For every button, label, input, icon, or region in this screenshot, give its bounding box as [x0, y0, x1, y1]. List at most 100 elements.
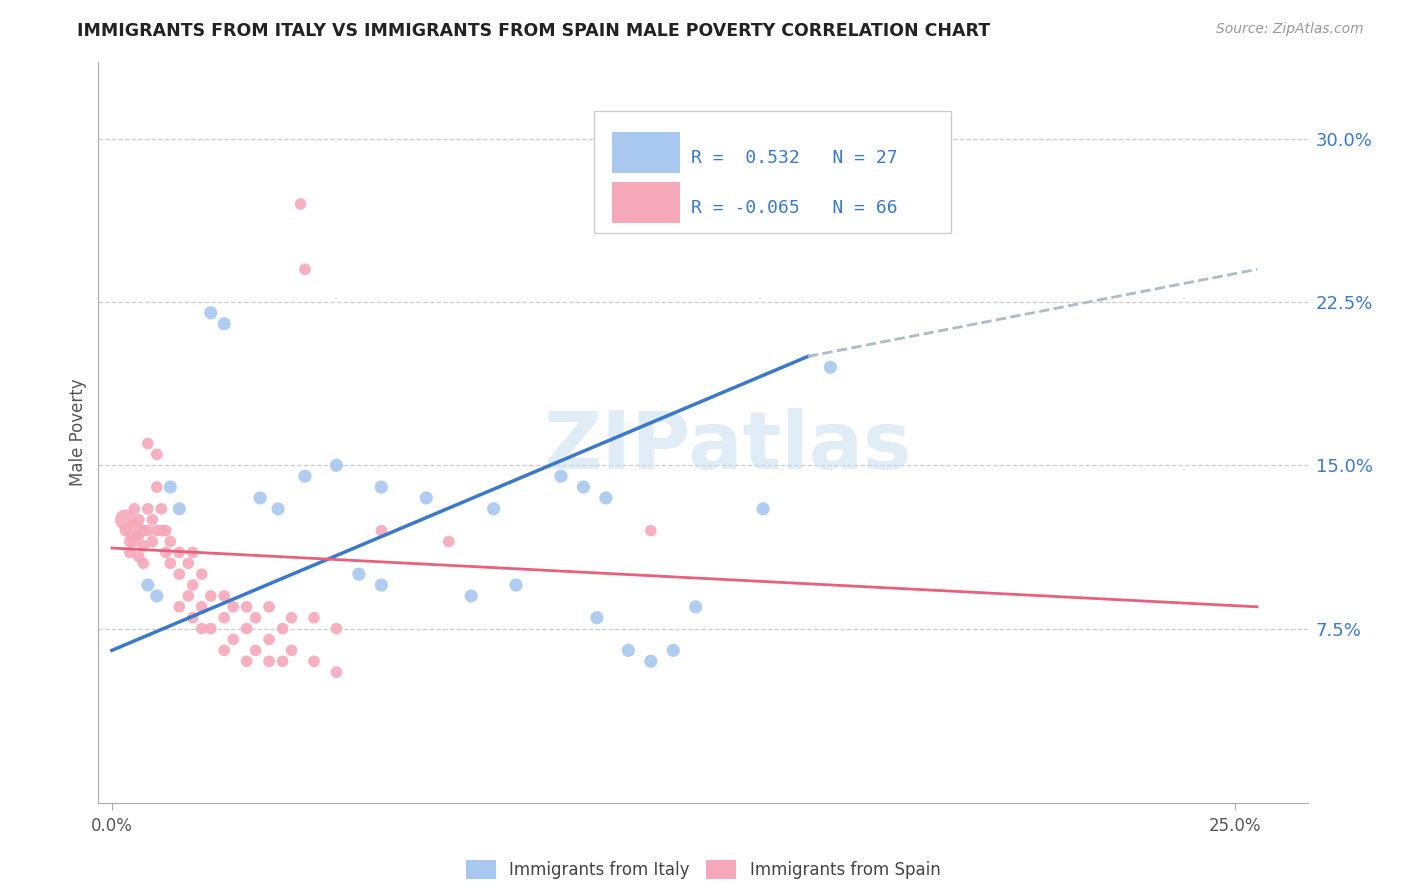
Point	[370, 578, 392, 592]
Text: R =  0.532   N = 27: R = 0.532 N = 27	[690, 149, 897, 167]
Point	[235, 654, 257, 668]
Point	[124, 501, 146, 516]
Point	[118, 545, 141, 559]
Point	[200, 589, 222, 603]
Point	[150, 501, 173, 516]
Point	[257, 654, 280, 668]
Point	[257, 632, 280, 647]
Point	[136, 524, 159, 538]
Point	[302, 611, 325, 625]
Point	[550, 469, 572, 483]
Point	[159, 480, 181, 494]
Point	[572, 480, 595, 494]
Point	[505, 578, 527, 592]
Point	[118, 534, 141, 549]
Point	[212, 589, 235, 603]
Point	[370, 480, 392, 494]
Point	[595, 491, 617, 505]
Point	[325, 458, 347, 473]
Point	[271, 622, 294, 636]
Point	[124, 534, 146, 549]
Point	[181, 545, 204, 559]
Point	[267, 501, 290, 516]
Point	[155, 545, 177, 559]
Point	[245, 611, 267, 625]
Point	[752, 501, 775, 516]
FancyBboxPatch shape	[613, 132, 681, 173]
Point	[222, 599, 245, 614]
Point	[190, 599, 212, 614]
Point	[280, 611, 302, 625]
Point	[136, 436, 159, 450]
Point	[141, 534, 163, 549]
Point	[249, 491, 271, 505]
Y-axis label: Male Poverty: Male Poverty	[69, 379, 87, 486]
Point	[662, 643, 685, 657]
Point	[167, 501, 190, 516]
FancyBboxPatch shape	[613, 182, 681, 223]
Point	[177, 556, 200, 570]
Legend: Immigrants from Italy, Immigrants from Spain: Immigrants from Italy, Immigrants from S…	[465, 860, 941, 880]
Text: R = -0.065   N = 66: R = -0.065 N = 66	[690, 200, 897, 218]
Point	[132, 556, 155, 570]
Point	[294, 469, 316, 483]
Point	[150, 524, 173, 538]
Point	[257, 599, 280, 614]
Point	[586, 611, 609, 625]
Point	[181, 578, 204, 592]
Text: ZIPatlas: ZIPatlas	[543, 409, 911, 486]
Point	[190, 622, 212, 636]
Point	[159, 534, 181, 549]
Point	[617, 643, 640, 657]
Point	[146, 524, 169, 538]
Point	[640, 654, 662, 668]
Point	[415, 491, 437, 505]
Point	[325, 622, 347, 636]
Point	[200, 306, 222, 320]
Point	[302, 654, 325, 668]
Point	[136, 501, 159, 516]
Point	[212, 317, 235, 331]
Text: Source: ZipAtlas.com: Source: ZipAtlas.com	[1216, 22, 1364, 37]
Point	[271, 654, 294, 668]
Point	[132, 539, 155, 553]
Point	[114, 524, 136, 538]
Point	[437, 534, 460, 549]
Point	[132, 524, 155, 538]
Point	[235, 599, 257, 614]
Point	[114, 513, 136, 527]
Point	[167, 545, 190, 559]
Point	[155, 524, 177, 538]
Point	[146, 589, 169, 603]
Point	[222, 632, 245, 647]
Point	[460, 589, 482, 603]
Point	[190, 567, 212, 582]
Point	[128, 549, 150, 564]
Point	[212, 643, 235, 657]
Point	[290, 197, 312, 211]
Point	[128, 513, 150, 527]
Point	[235, 622, 257, 636]
Point	[177, 589, 200, 603]
Point	[212, 611, 235, 625]
Point	[146, 447, 169, 461]
Point	[325, 665, 347, 680]
Point	[200, 622, 222, 636]
Point	[294, 262, 316, 277]
Point	[146, 480, 169, 494]
Point	[167, 599, 190, 614]
Point	[181, 611, 204, 625]
Point	[685, 599, 707, 614]
FancyBboxPatch shape	[595, 111, 950, 233]
Point	[245, 643, 267, 657]
Point	[159, 556, 181, 570]
Point	[124, 524, 146, 538]
Point	[482, 501, 505, 516]
Point	[136, 578, 159, 592]
Point	[640, 524, 662, 538]
Point	[370, 524, 392, 538]
Point	[128, 528, 150, 542]
Point	[280, 643, 302, 657]
Point	[347, 567, 370, 582]
Point	[141, 513, 163, 527]
